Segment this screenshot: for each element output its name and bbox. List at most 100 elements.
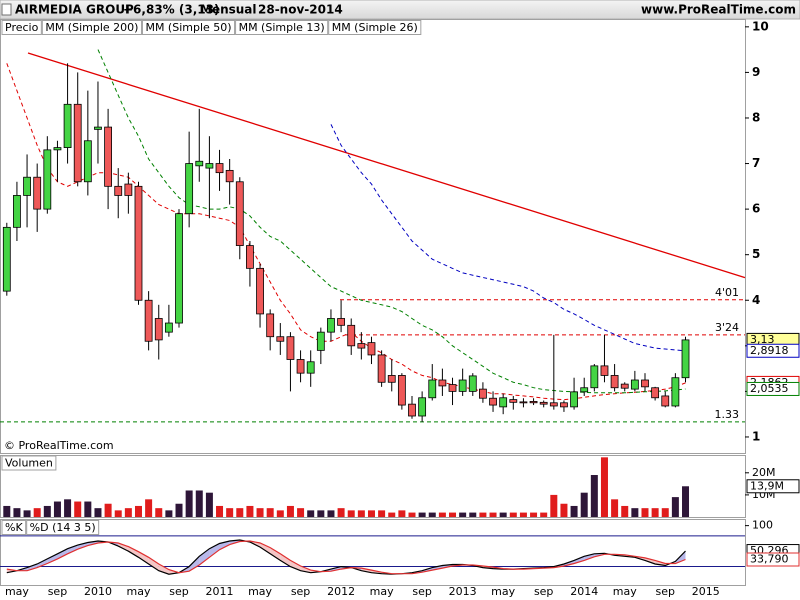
candle-body [114,185,123,196]
kd-fill [67,545,78,554]
y-tick-label: 1 [752,429,760,443]
kd-fill [27,564,38,571]
volume-bar [438,512,446,517]
volume-bar [499,512,507,517]
candle-body [185,163,194,215]
candle-body [671,377,680,407]
site: www.ProRealTime.com [641,3,796,17]
volume-bar [13,508,21,517]
candle-body [519,401,528,404]
volume-bar [104,503,112,517]
candle-body [620,383,629,389]
legend-box [26,520,100,535]
candle-body [468,375,477,392]
y-tick-label: 10 [752,19,769,33]
volume-bar [479,512,487,517]
kd-fill [189,556,200,572]
volume-bar [307,510,315,517]
volume-bar [671,497,679,517]
value-box-label: 2,8918 [750,344,789,357]
legend-box [141,20,236,35]
volume-bar [175,503,183,517]
volume-bar [297,508,305,517]
level-label: 4'01 [715,286,739,299]
volume-bar [570,505,578,517]
volume-bar [530,512,538,517]
volume-bar [600,457,608,517]
kd-fill [148,557,159,571]
kd-fill [290,560,301,571]
volume-bar [43,505,51,517]
candle-body [367,342,376,356]
volume-bar [327,510,335,517]
volume-bar [357,510,365,517]
volume-bar [195,490,203,517]
candle-body [83,140,92,183]
trend-line [27,52,746,279]
volume-bar [580,492,588,517]
candle-body [357,343,366,349]
volume-bar [631,508,639,517]
candle-body [458,379,467,392]
line [6,539,686,575]
candle-body [144,299,153,342]
volume-bar [74,501,82,517]
y-tick-label: 5 [752,247,760,261]
volume-bar [134,505,142,517]
y-tick-label: 9 [752,65,760,79]
marks-layer [2,49,690,575]
x-tick-label: may [5,585,29,598]
y-tick-label: 20M [752,466,776,479]
candle-body [681,339,690,379]
volume-bar [519,512,527,517]
volume-bar [216,505,224,517]
candle-body [134,185,143,301]
y-tick-label: 6 [752,202,760,216]
change: +6,83% (3,13) [123,3,219,17]
candle-body [266,313,275,338]
candle-body [580,387,589,393]
value-box-label: 2,0535 [750,382,789,395]
volume-bar [256,508,264,517]
x-tick-label: 2012 [327,585,355,598]
kd-fill [361,568,372,573]
candle-body [661,395,670,407]
volume-bar [33,508,41,517]
line [97,49,686,394]
legend-label: MM (Simple 26) [332,21,418,34]
candle-body [418,397,427,417]
volume-bar [185,490,193,517]
volume-bar [509,512,517,517]
candle-body [246,245,254,269]
x-tick-label: may [248,585,272,598]
price-panel [0,19,746,454]
volume-bar [621,505,629,517]
x-tick-label: 2011 [206,585,234,598]
volume-bar [23,510,31,517]
value-box [746,479,800,494]
line [330,124,686,352]
legend-box [1,520,27,535]
volume-bar [155,508,163,517]
legend-box [328,20,422,35]
candle-body [43,149,52,210]
volume-bar [337,508,345,517]
x-tick-label: sep [169,585,188,598]
candle-body [529,401,538,404]
volume-bar [398,510,406,517]
period: Mensual [200,3,257,17]
volume-bar [611,499,619,517]
y-tick-label: 4 [752,293,760,307]
kd-fill [260,543,271,554]
kd-fill [47,553,58,564]
volume-bar [114,510,122,517]
volume-bar [3,505,11,517]
candle-body [215,163,224,174]
candle-body [124,183,133,196]
candle-body [53,147,62,151]
volume-bar [124,508,132,517]
volume-bar [388,512,396,517]
kd-fill [199,548,210,565]
candle-body [408,403,416,417]
candle-body [347,324,356,347]
